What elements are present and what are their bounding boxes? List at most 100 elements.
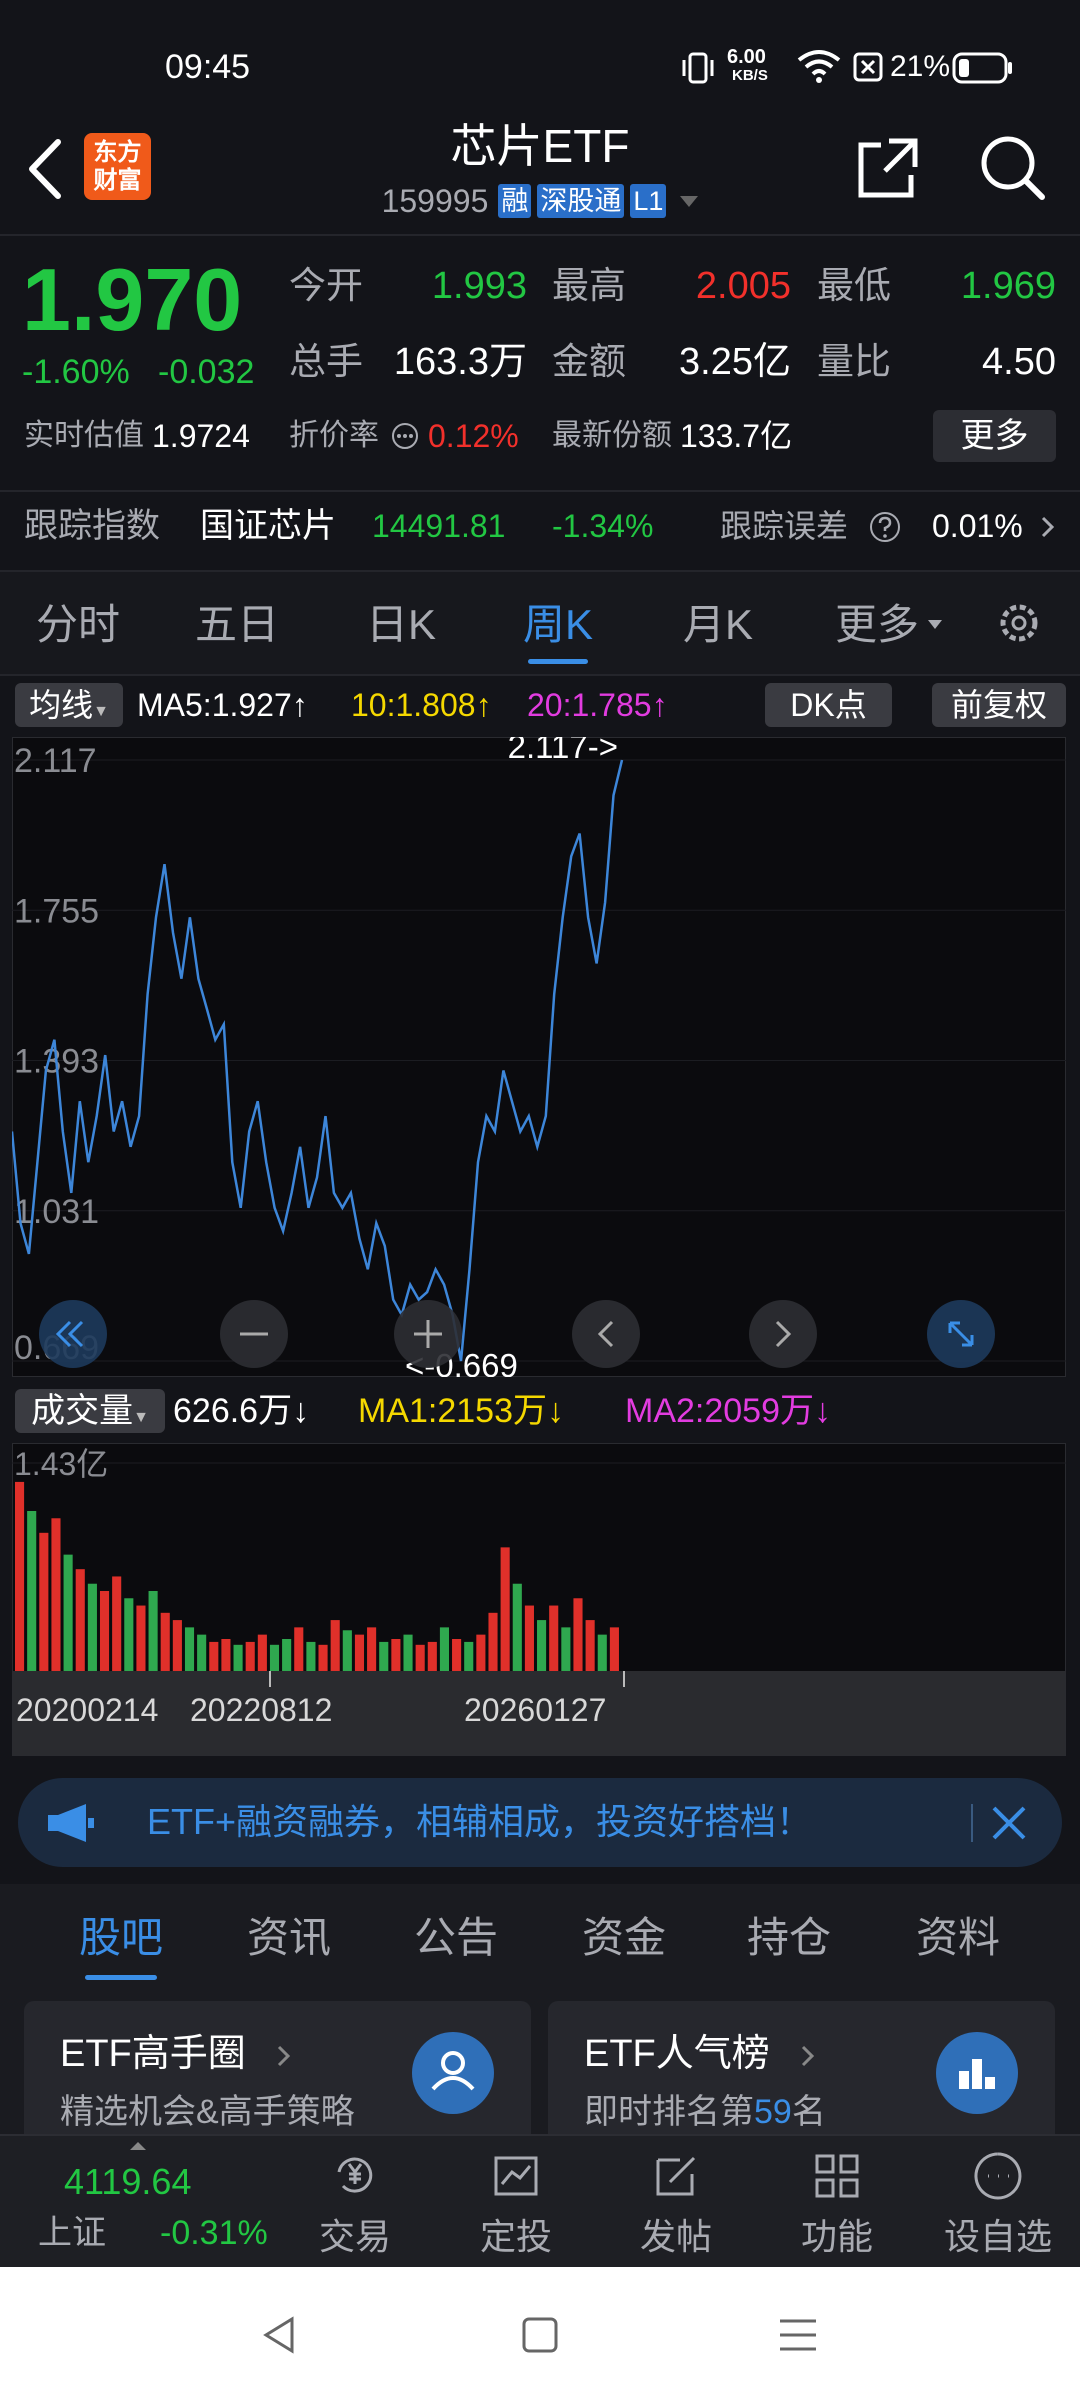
chart-control[interactable] — [749, 1300, 817, 1368]
volume-bar — [549, 1605, 559, 1671]
premium-value: 0.12% — [428, 418, 519, 454]
info-icon[interactable] — [389, 420, 421, 452]
change-amount: -0.032 — [158, 353, 255, 391]
card-title: ETF人气榜 — [584, 2033, 770, 2075]
dk-button[interactable]: DK点 — [765, 683, 892, 727]
volume-ma1: MA1:2153万↓ — [358, 1392, 564, 1430]
tab-underline — [528, 659, 588, 664]
period-tab[interactable]: 分时 — [35, 601, 120, 648]
volume-bar — [379, 1641, 389, 1671]
back-button[interactable] — [22, 136, 66, 202]
volume-bar — [112, 1576, 122, 1671]
date-label: 20200214 — [16, 1692, 158, 1728]
bottom-label[interactable]: 发帖 — [639, 2216, 712, 2257]
period-tab[interactable]: 日K — [365, 601, 436, 648]
volume-bar — [354, 1634, 365, 1671]
volume-bar — [427, 1641, 437, 1671]
net-speed: 6.00 — [727, 46, 766, 68]
volume-bar — [27, 1511, 37, 1671]
bottom-label[interactable]: 交易 — [318, 2216, 391, 2257]
content-tab[interactable]: 资讯 — [246, 1914, 331, 1961]
content-tab[interactable]: 股吧 — [78, 1914, 163, 1961]
code-row: 159995 融深股通 L1 — [0, 182, 1080, 220]
settings-button[interactable] — [994, 598, 1044, 648]
badge: 融 — [498, 184, 532, 218]
content-tab[interactable]: 持仓 — [746, 1914, 831, 1961]
volume-bar — [15, 1481, 25, 1671]
bottom-label[interactable]: 定投 — [479, 2216, 552, 2257]
card-subtitle: 即时排名第59名 — [584, 2091, 826, 2133]
period-tab[interactable]: 周K — [522, 601, 593, 648]
period-tab[interactable]: 更多 — [834, 601, 919, 648]
chart-frame — [12, 1443, 1066, 1756]
code-dropdown[interactable] — [680, 195, 699, 207]
nav-menu[interactable] — [776, 2313, 820, 2357]
net-unit: KB/S — [732, 67, 768, 84]
content-tab[interactable]: 资金 — [581, 1914, 666, 1961]
y-tick-label: 1.031 — [14, 1193, 99, 1231]
ma-selector[interactable]: 均线▼ — [15, 683, 123, 727]
logo-line: 财富 — [93, 167, 142, 194]
field-label: 今开 — [289, 265, 363, 306]
bottom-label[interactable]: 设自选 — [943, 2216, 1052, 2257]
bottom-label[interactable]: 功能 — [800, 2216, 873, 2257]
banner-close[interactable] — [990, 1804, 1028, 1842]
volume-bar — [197, 1634, 207, 1671]
dropdown-arrow: ▼ — [133, 1409, 149, 1426]
bottom-icon[interactable] — [811, 2150, 863, 2202]
promo-banner[interactable]: ETF+融资融券，相辅相成，投资好搭档！ — [18, 1778, 1062, 1867]
volume-bar — [75, 1569, 85, 1671]
tracking-index: 国证芯片 — [200, 507, 336, 545]
battery-text: 21% — [890, 50, 951, 83]
search-button[interactable] — [978, 133, 1048, 203]
badge: 深股通 — [537, 184, 625, 218]
card-icon — [412, 2032, 494, 2114]
volume-bar — [415, 1644, 425, 1671]
index-value: 4119.64 — [64, 2161, 192, 2202]
dropdown-arrow: ▼ — [93, 703, 109, 720]
field-label: 量比 — [817, 341, 891, 382]
volume-bar — [330, 1620, 340, 1671]
share-button[interactable] — [855, 135, 921, 201]
period-tab[interactable]: 月K — [682, 601, 753, 648]
volume-bar — [160, 1612, 170, 1671]
volume-bar — [245, 1641, 255, 1671]
banner-text: ETF+融资融券，相辅相成，投资好搭档！ — [147, 1801, 813, 1842]
shares-label: 最新份额 — [552, 419, 672, 452]
volume-bar — [573, 1598, 583, 1671]
control-icon — [597, 1320, 614, 1348]
volume-selector[interactable]: 成交量▼ — [15, 1389, 165, 1433]
date-label: 20260127 — [464, 1692, 606, 1728]
bottom-icon[interactable] — [490, 2150, 542, 2202]
volume-bar — [124, 1598, 134, 1671]
iopv-value: 1.9724 — [152, 418, 250, 454]
volume-bar — [148, 1591, 158, 1671]
y-tick-label: 1.755 — [14, 892, 99, 930]
expand-arrow[interactable] — [128, 2140, 148, 2152]
period-tab[interactable]: 五日 — [194, 601, 279, 648]
volume-bar — [257, 1634, 267, 1671]
help-icon[interactable] — [868, 510, 902, 544]
volume-bar — [512, 1583, 522, 1671]
volume-bar — [136, 1605, 146, 1671]
bottom-icon[interactable] — [329, 2150, 381, 2202]
adjust-button[interactable]: 前复权 — [932, 683, 1066, 727]
y-tick-label: 1.43亿 — [14, 1446, 108, 1482]
chart-control[interactable] — [572, 1300, 640, 1368]
volume-bar — [99, 1591, 110, 1671]
more-button[interactable]: 更多 — [933, 410, 1056, 462]
nav-back[interactable] — [258, 2313, 302, 2357]
volume-bar — [585, 1620, 595, 1671]
tracking-error: 0.01% — [932, 508, 1023, 544]
volume-bar — [282, 1639, 292, 1671]
stock-code: 159995 — [381, 182, 489, 219]
content-tab[interactable]: 资料 — [915, 1914, 1000, 1961]
nav-home[interactable] — [518, 2313, 562, 2357]
content-tab[interactable]: 公告 — [413, 1914, 498, 1961]
volume-bar — [403, 1634, 413, 1671]
chart-control[interactable] — [39, 1300, 107, 1368]
bottom-icon[interactable] — [650, 2150, 702, 2202]
bottom-icon[interactable] — [972, 2150, 1024, 2202]
nav-bar — [0, 2267, 1080, 2400]
